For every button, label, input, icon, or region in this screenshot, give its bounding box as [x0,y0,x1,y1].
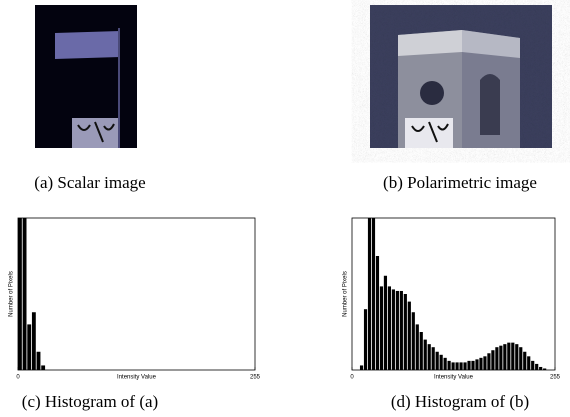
histogram-bar [428,344,431,370]
histogram-bar [18,218,22,370]
histogram-bar [444,358,447,370]
histogram-bar [479,358,482,370]
chart-caption: (c) Histogram of (a) [22,392,158,411]
histogram-bar [400,291,403,370]
histogram-bar [459,362,462,370]
x-tick-label: 255 [250,375,261,381]
histogram-bar [463,362,466,370]
histogram-bar [436,352,439,370]
histogram-bar [380,286,383,370]
histogram-bar [37,352,41,370]
histogram-bar [452,362,455,370]
figure: (a) Scalar image (b) Polarimetric image … [0,0,570,417]
histogram-bar [507,343,510,370]
histogram-bar [392,289,395,370]
y-axis-label: Number of Pixels [343,271,349,317]
histogram-bar [372,218,375,370]
histogram-bar [527,356,530,370]
histogram-bar [503,344,506,370]
histogram-bar [424,340,427,370]
histogram-bar [515,344,518,370]
y-axis-label: Number of Pixels [9,271,15,317]
histogram-bar [420,332,423,370]
scalar-image [35,5,137,148]
plot-frame [18,218,255,370]
histogram-bar [432,347,435,370]
x-axis-label: Intensity Value [117,375,157,381]
polarimetric-image [370,5,552,148]
histogram-bar [384,276,387,370]
histogram-bar [404,294,407,370]
histogram-bar [499,346,502,370]
x-axis-label: Intensity Value [434,375,474,381]
chart-caption: (d) Histogram of (b) [391,392,529,411]
histogram-bar [491,350,494,370]
histogram-bar [487,353,490,370]
histogram-bar [376,256,379,370]
histogram-bar [440,355,443,370]
histogram-bar [396,291,399,370]
histogram-bar [27,324,31,370]
histogram-bar [519,347,522,370]
x-tick-label: 0 [16,375,20,381]
histogram-bar [531,361,534,370]
x-tick-label: 255 [550,375,561,381]
histogram-bar [368,218,371,370]
histogram-bar [360,365,363,370]
histogram-bar [467,361,470,370]
histogram-bar [475,359,478,370]
histogram-bar [416,324,419,370]
histogram-bar [523,352,526,370]
histogram-bar [471,361,474,370]
image-caption: (a) Scalar image [34,173,145,192]
histogram-bar [539,367,542,370]
histogram-bar [483,356,486,370]
histogram-bar [32,312,36,370]
histogram-bar [455,362,458,370]
x-tick-label: 0 [350,375,354,381]
histogram-bar [388,286,391,370]
image-caption: (b) Polarimetric image [383,173,537,192]
histogram-bar [41,365,45,370]
histogram-bar [412,312,415,370]
histogram-bar [495,347,498,370]
histogram-bar [364,309,367,370]
histogram-bar [23,218,27,370]
histogram-bar [408,302,411,370]
histogram-bar [448,361,451,370]
figure-page: (a) Scalar image (b) Polarimetric image … [0,0,570,417]
histogram-bar [535,364,538,370]
histogram-bar [511,343,514,370]
